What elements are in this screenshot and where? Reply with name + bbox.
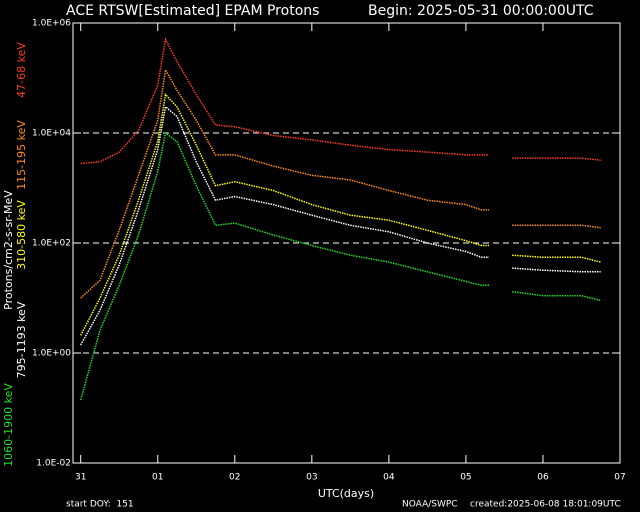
footer-source: NOAA/SWPC: [402, 500, 458, 510]
legend-label: 115-195 keV: [15, 120, 28, 190]
chart-title: ACE RTSW[Estimated] EPAM Protons: [66, 3, 319, 19]
series-line: [80, 92, 601, 336]
x-tick-label: 03: [306, 473, 317, 483]
legend-label: 1060-1900 keV: [2, 383, 15, 467]
footer-start: start DOY: 151: [66, 500, 134, 510]
y-tick-label: 1.0E+04: [32, 129, 71, 139]
x-axis-label: UTC(days): [318, 487, 374, 500]
y-tick-label: 1.0E+06: [32, 19, 71, 29]
y-tick-label: 1.0E+02: [32, 239, 71, 249]
series-line: [80, 67, 601, 299]
series-line: [79, 131, 601, 401]
footer-created: created:2025-06-08 18:01:09UTC: [470, 500, 621, 510]
x-tick-label: 06: [537, 473, 549, 483]
x-tick-label: 04: [383, 473, 395, 483]
chart-subtitle: Begin: 2025-05-31 00:00:00UTC: [368, 3, 594, 19]
y-axis-label: Protons/cm2-s-sr-MeV: [2, 190, 15, 310]
x-tick-label: 01: [152, 473, 163, 483]
legend-label: 795-1193 keV: [15, 301, 28, 378]
legend-label: 310-580 keV: [15, 200, 28, 270]
x-tick-label: 05: [460, 473, 471, 483]
y-tick-label: 1.0E-02: [36, 459, 71, 469]
series-line: [80, 105, 601, 346]
x-tick-label: 02: [229, 473, 240, 483]
y-tick-label: 1.0E+00: [32, 349, 71, 359]
legend-label: 47-68 keV: [15, 42, 28, 98]
x-tick-label: 07: [614, 473, 625, 483]
x-tick-label: 31: [75, 473, 86, 483]
series-line: [80, 37, 601, 165]
